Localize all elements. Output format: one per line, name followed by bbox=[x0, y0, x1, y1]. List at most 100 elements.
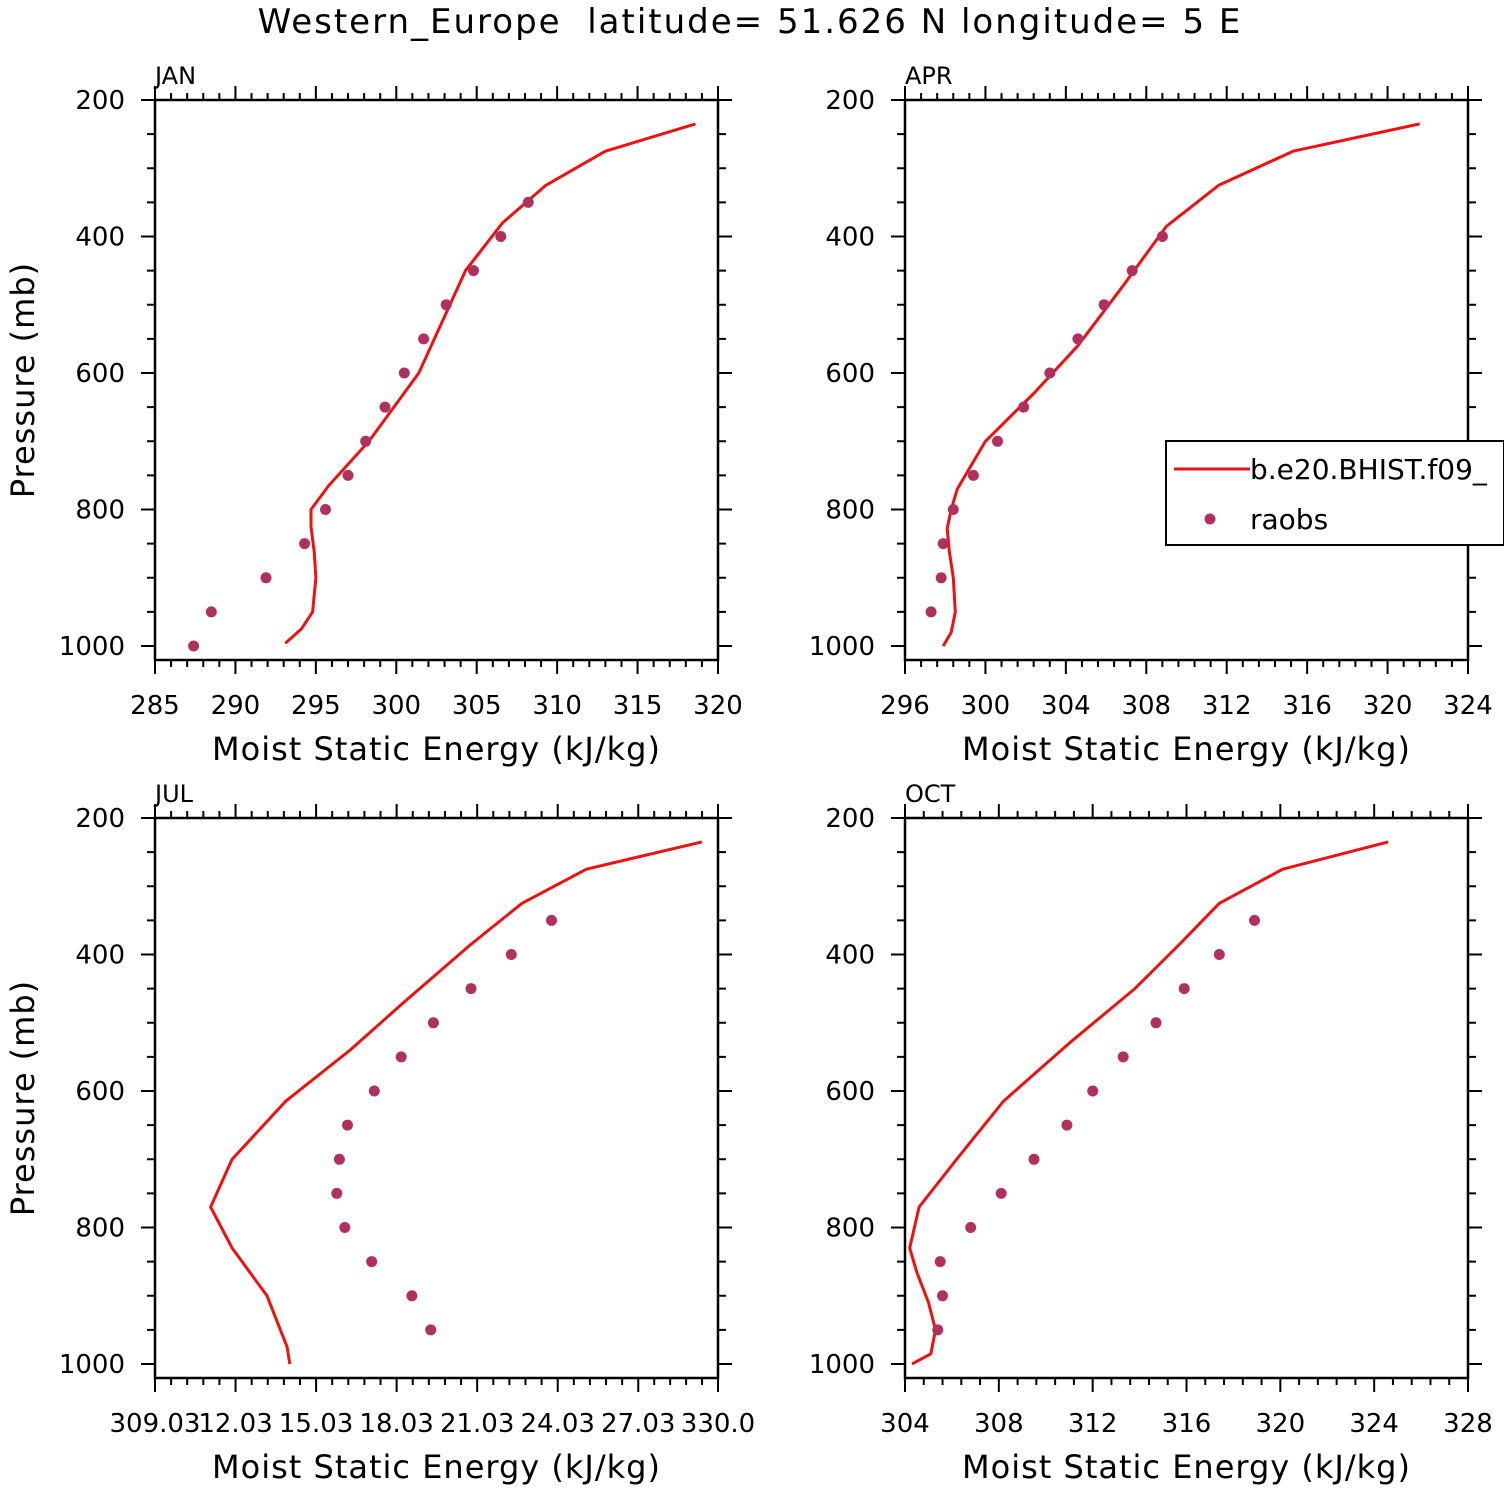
x-tick-label: 320 bbox=[1256, 1409, 1306, 1439]
x-tick-label: 300 bbox=[961, 691, 1011, 721]
raobs-point bbox=[1018, 401, 1030, 413]
raobs-point bbox=[360, 435, 372, 447]
raobs-points bbox=[188, 196, 534, 652]
raobs-point bbox=[331, 1187, 343, 1199]
legend-marker-swatch bbox=[1204, 513, 1216, 525]
y-tick-label: 600 bbox=[75, 1077, 125, 1107]
raobs-point bbox=[967, 469, 979, 481]
raobs-points bbox=[932, 914, 1260, 1336]
x-tick-label: 316 bbox=[1162, 1409, 1212, 1439]
raobs-point bbox=[342, 469, 354, 481]
panel-title: APR bbox=[905, 62, 953, 90]
y-tick-label: 1000 bbox=[809, 632, 875, 662]
x-tick-label: 309.03 bbox=[110, 1409, 201, 1439]
raobs-point bbox=[546, 914, 557, 926]
axis-ticks bbox=[141, 804, 732, 1392]
y-tick-label: 400 bbox=[825, 223, 875, 253]
y-tick-label: 1000 bbox=[59, 1350, 125, 1380]
model-profile-line bbox=[284, 122, 696, 645]
x-tick-label: 290 bbox=[211, 691, 261, 721]
figure-title: Western_Europe latitude= 51.626 N longit… bbox=[258, 2, 1243, 42]
panel-title: OCT bbox=[905, 780, 956, 808]
raobs-point bbox=[1150, 1017, 1162, 1029]
x-tick-label: 310 bbox=[532, 691, 582, 721]
axis-ticks bbox=[891, 86, 1482, 674]
y-tick-label: 600 bbox=[825, 1077, 875, 1107]
x-tick-label: 324 bbox=[1443, 691, 1493, 721]
x-axis-title: Moist Static Energy (kJ/kg) bbox=[962, 1448, 1411, 1486]
x-tick-label: 320 bbox=[693, 691, 743, 721]
raobs-point bbox=[406, 1290, 418, 1302]
raobs-point bbox=[934, 1256, 946, 1268]
raobs-point bbox=[1061, 1119, 1073, 1131]
legend-label: raobs bbox=[1250, 503, 1328, 536]
x-tick-label: 304 bbox=[880, 1409, 930, 1439]
y-tick-label: 1000 bbox=[809, 1350, 875, 1380]
y-tick-label: 200 bbox=[825, 86, 875, 116]
raobs-point bbox=[440, 299, 452, 311]
raobs-point bbox=[935, 572, 947, 584]
x-tick-label: 18.03 bbox=[359, 1409, 433, 1439]
raobs-point bbox=[339, 1222, 351, 1233]
raobs-point bbox=[379, 401, 391, 413]
axis-ticks bbox=[891, 804, 1482, 1392]
y-tick-label: 600 bbox=[825, 359, 875, 389]
plot-frame bbox=[153, 816, 720, 1380]
raobs-point bbox=[1072, 333, 1084, 345]
plot-frame bbox=[153, 98, 720, 662]
raobs-point bbox=[205, 606, 217, 618]
raobs-point bbox=[995, 1187, 1007, 1199]
y-axis-title: Pressure (mb) bbox=[4, 262, 42, 498]
raobs-points bbox=[331, 914, 557, 1336]
raobs-points bbox=[925, 231, 1168, 618]
raobs-point bbox=[1044, 367, 1056, 379]
raobs-point bbox=[495, 231, 507, 242]
panel-title: JAN bbox=[153, 62, 196, 90]
raobs-point bbox=[366, 1256, 378, 1268]
raobs-point bbox=[1098, 299, 1110, 311]
y-tick-label: 200 bbox=[75, 804, 125, 834]
plot-frame bbox=[903, 98, 1470, 662]
legend: b.e20.BHIST.f09_raobs bbox=[1165, 440, 1504, 546]
legend-label: b.e20.BHIST.f09_ bbox=[1250, 453, 1488, 486]
raobs-point bbox=[427, 1017, 439, 1029]
raobs-point bbox=[398, 367, 410, 379]
x-tick-label: 24.03 bbox=[520, 1409, 594, 1439]
raobs-point bbox=[522, 196, 534, 208]
raobs-point bbox=[333, 1153, 345, 1165]
x-tick-label: 330.0 bbox=[681, 1409, 755, 1439]
raobs-point bbox=[418, 333, 430, 345]
y-tick-label: 800 bbox=[75, 496, 125, 526]
y-tick-label: 1000 bbox=[59, 632, 125, 662]
y-tick-label: 200 bbox=[825, 804, 875, 834]
raobs-point bbox=[1156, 231, 1168, 242]
raobs-point bbox=[395, 1051, 407, 1063]
x-tick-label: 304 bbox=[1041, 691, 1091, 721]
x-tick-label: 316 bbox=[1282, 691, 1332, 721]
x-tick-label: 312 bbox=[1068, 1409, 1118, 1439]
raobs-point bbox=[1028, 1153, 1040, 1165]
raobs-point bbox=[947, 504, 959, 515]
x-tick-label: 315 bbox=[613, 691, 663, 721]
raobs-point bbox=[1249, 914, 1260, 926]
raobs-point bbox=[465, 983, 477, 995]
plot-frame bbox=[903, 816, 1470, 1380]
model-profile-line bbox=[209, 840, 703, 1365]
model-profile-line bbox=[941, 122, 1421, 647]
model-profile-line bbox=[908, 840, 1389, 1366]
raobs-point bbox=[1178, 983, 1190, 995]
x-tick-label: 324 bbox=[1349, 1409, 1399, 1439]
raobs-point bbox=[925, 606, 937, 618]
y-tick-label: 400 bbox=[75, 941, 125, 971]
raobs-point bbox=[425, 1324, 437, 1336]
x-axis-title: Moist Static Energy (kJ/kg) bbox=[212, 1448, 661, 1486]
x-tick-label: 296 bbox=[880, 691, 930, 721]
raobs-point bbox=[505, 949, 517, 960]
raobs-point bbox=[965, 1222, 977, 1233]
raobs-point bbox=[368, 1085, 380, 1097]
